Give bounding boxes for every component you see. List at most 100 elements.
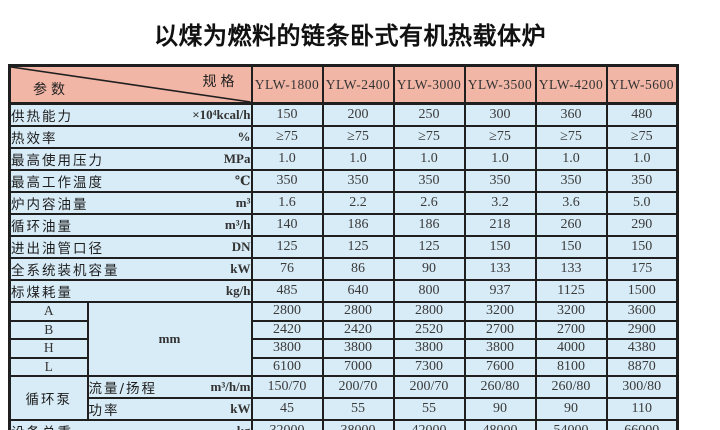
- corner-spec-label: 规格: [202, 74, 239, 90]
- dimension-label: B: [8, 319, 89, 340]
- value-cell: 2.2: [321, 191, 395, 215]
- value-cell: 350: [463, 169, 537, 193]
- corner-cell: 规格 参数: [8, 64, 253, 105]
- page-title: 以煤为燃料的链条卧式有机热载体炉: [154, 22, 546, 50]
- value-cell: 8870: [605, 356, 679, 377]
- value-cell: 2420: [321, 319, 395, 340]
- param-unit: ℃: [234, 173, 251, 188]
- param-label: 流量/扬程: [88, 381, 158, 397]
- table-row: A mm 2800 2800 2800 3200 3200 3600: [8, 301, 679, 377]
- model-header: YLW-1800: [250, 64, 324, 105]
- value-cell: 937: [463, 279, 537, 303]
- value-cell: 260/80: [463, 375, 537, 399]
- value-cell: 300/80: [605, 375, 679, 399]
- value-cell: 2800: [321, 301, 395, 322]
- value-cell: 3800: [392, 338, 466, 359]
- value-cell: 133: [534, 257, 608, 281]
- value-cell: 125: [250, 235, 324, 259]
- value-cell: 1.0: [605, 147, 679, 171]
- value-cell: 32000: [250, 419, 324, 430]
- value-cell: 1.0: [392, 147, 466, 171]
- table-row: 热效率 % ≥75 ≥75 ≥75 ≥75 ≥75 ≥75: [8, 125, 679, 149]
- value-cell: 2700: [534, 319, 608, 340]
- value-cell: 2900: [605, 319, 679, 340]
- value-cell: 2700: [463, 319, 537, 340]
- dimension-unit: mm: [86, 301, 253, 377]
- table-row: 供热能力 ×10⁴kcal/h 150 200 250 300 360 480: [8, 102, 679, 127]
- param-label: 供热能力: [11, 109, 73, 125]
- param-label: 全系统装机容量: [11, 263, 120, 279]
- value-cell: 2800: [250, 301, 324, 322]
- table-row: 标煤耗量 kg/h 485 640 800 937 1125 1500: [8, 279, 679, 303]
- param-unit: kW: [230, 261, 251, 276]
- param-unit: kg/h: [225, 283, 251, 298]
- value-cell: 186: [392, 213, 466, 237]
- value-cell: 1125: [534, 279, 608, 303]
- value-cell: 38000: [321, 419, 395, 430]
- param-unit: m³: [235, 195, 251, 210]
- value-cell: 3200: [463, 301, 537, 322]
- value-cell: 48000: [463, 419, 537, 430]
- value-cell: 90: [392, 257, 466, 281]
- value-cell: ≥75: [250, 125, 324, 149]
- value-cell: 110: [605, 397, 679, 421]
- value-cell: 42000: [392, 419, 466, 430]
- value-cell: 3800: [321, 338, 395, 359]
- value-cell: 7600: [463, 356, 537, 377]
- value-cell: 200/70: [321, 375, 395, 399]
- value-cell: 360: [534, 102, 608, 127]
- value-cell: 150: [463, 235, 537, 259]
- value-cell: 3200: [534, 301, 608, 322]
- param-cell: 流量/扬程 m³/h/m: [86, 375, 253, 399]
- param-cell: 功率 kW: [86, 397, 253, 421]
- value-cell: 140: [250, 213, 324, 237]
- value-cell: 350: [392, 169, 466, 193]
- value-cell: 3.6: [534, 191, 608, 215]
- param-unit: kg: [237, 423, 250, 430]
- value-cell: 480: [605, 102, 679, 127]
- value-cell: 1.6: [250, 191, 324, 215]
- table-row: 全系统装机容量 kW 76 86 90 133 133 175: [8, 257, 679, 281]
- value-cell: 45: [250, 397, 324, 421]
- value-cell: 1.0: [250, 147, 324, 171]
- value-cell: 54000: [534, 419, 608, 430]
- param-cell: 循环油量 m³/h: [8, 213, 253, 237]
- value-cell: 3800: [463, 338, 537, 359]
- value-cell: 260/80: [534, 375, 608, 399]
- model-header: YLW-4200: [534, 64, 608, 105]
- param-cell: 最高使用压力 MPa: [8, 147, 253, 171]
- table-row: 循环油量 m³/h 140 186 186 218 260 290: [8, 213, 679, 237]
- value-cell: 86: [321, 257, 395, 281]
- param-unit: ×10⁴kcal/h: [192, 107, 251, 122]
- value-cell: 133: [463, 257, 537, 281]
- value-cell: 300: [463, 102, 537, 127]
- table-row: B 2420 2420 2520 2700 2700 2900: [8, 319, 679, 340]
- value-cell: 800: [392, 279, 466, 303]
- value-cell: 150: [250, 102, 324, 127]
- param-cell: 热效率 %: [8, 125, 253, 149]
- value-cell: 350: [321, 169, 395, 193]
- value-cell: 66000: [605, 419, 679, 430]
- param-cell: 标煤耗量 kg/h: [8, 279, 253, 303]
- param-label: 最高工作温度: [11, 175, 104, 191]
- param-label: 标煤耗量: [11, 285, 73, 301]
- param-cell: 供热能力 ×10⁴kcal/h: [8, 102, 253, 127]
- value-cell: 150/70: [250, 375, 324, 399]
- value-cell: 7000: [321, 356, 395, 377]
- param-cell: 进出油管口径 DN: [8, 235, 253, 259]
- param-unit: MPa: [223, 151, 251, 166]
- table-row: 设备总重 kg 32000 38000 42000 48000 54000 66…: [8, 419, 679, 430]
- value-cell: ≥75: [392, 125, 466, 149]
- param-cell: 最高工作温度 ℃: [8, 169, 253, 193]
- value-cell: 200: [321, 102, 395, 127]
- value-cell: 2420: [250, 319, 324, 340]
- table-row: H 3800 3800 3800 3800 4000 4380: [8, 338, 679, 359]
- value-cell: 1.0: [321, 147, 395, 171]
- param-unit: DN: [231, 239, 251, 254]
- value-cell: 90: [463, 397, 537, 421]
- param-cell: 设备总重 kg: [8, 419, 253, 430]
- value-cell: 290: [605, 213, 679, 237]
- value-cell: 218: [463, 213, 537, 237]
- table-row: L 6100 7000 7300 7600 8100 8870: [8, 356, 679, 377]
- value-cell: 2.6: [392, 191, 466, 215]
